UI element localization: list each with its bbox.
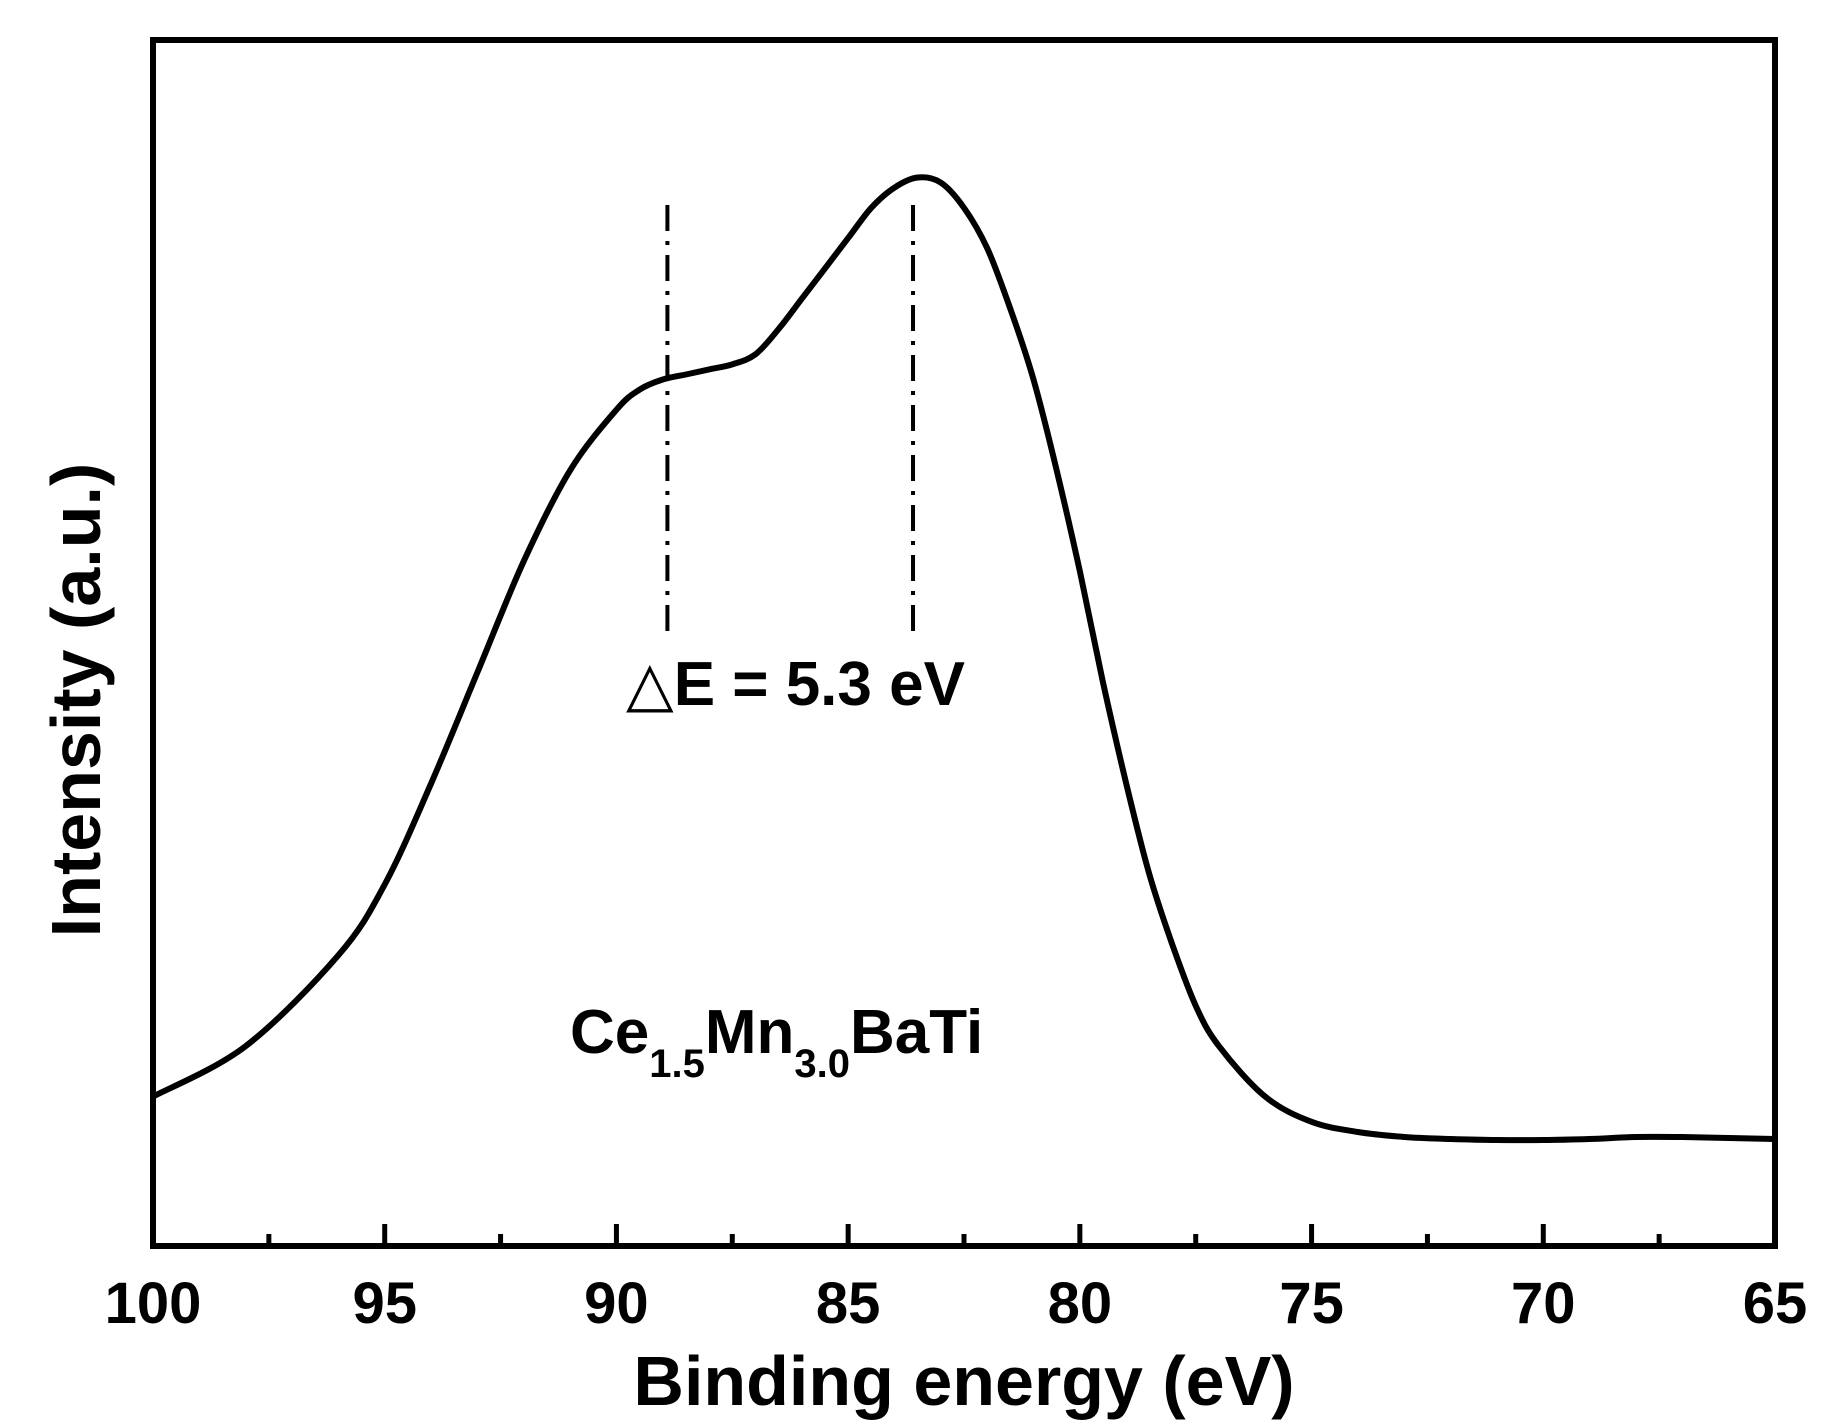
x-axis-tick-labels: 100 95 90 85 80 75 70 65 bbox=[105, 1271, 1808, 1336]
delta-symbol: △ bbox=[626, 650, 674, 719]
sample-sub-1: 1.5 bbox=[649, 1042, 705, 1086]
x-axis-ticks bbox=[150, 1224, 1778, 1246]
x-axis-title: Binding energy (eV) bbox=[633, 1342, 1294, 1420]
y-axis-title: Intensity (a.u.) bbox=[37, 463, 115, 937]
x-tick-label: 65 bbox=[1743, 1271, 1808, 1336]
x-tick-label: 85 bbox=[816, 1271, 881, 1336]
reference-lines bbox=[665, 205, 916, 632]
x-tick-label: 100 bbox=[105, 1271, 202, 1336]
sample-sub-2: 3.0 bbox=[794, 1042, 850, 1086]
x-tick-label: 75 bbox=[1279, 1271, 1344, 1336]
delta-e-annotation: △E = 5.3 eV bbox=[626, 650, 965, 719]
sample-label: Ce1.5Mn3.0BaTi bbox=[570, 998, 983, 1086]
sample-part-mn: Mn bbox=[705, 998, 795, 1067]
x-tick-label: 90 bbox=[584, 1271, 649, 1336]
sample-part-ce: Ce bbox=[570, 998, 649, 1067]
sample-part-bati: BaTi bbox=[850, 998, 983, 1067]
delta-value-text: E = 5.3 eV bbox=[674, 650, 965, 719]
x-tick-label: 80 bbox=[1048, 1271, 1113, 1336]
x-tick-label: 95 bbox=[352, 1271, 417, 1336]
x-tick-label: 70 bbox=[1511, 1271, 1576, 1336]
series-line bbox=[150, 174, 1778, 1144]
